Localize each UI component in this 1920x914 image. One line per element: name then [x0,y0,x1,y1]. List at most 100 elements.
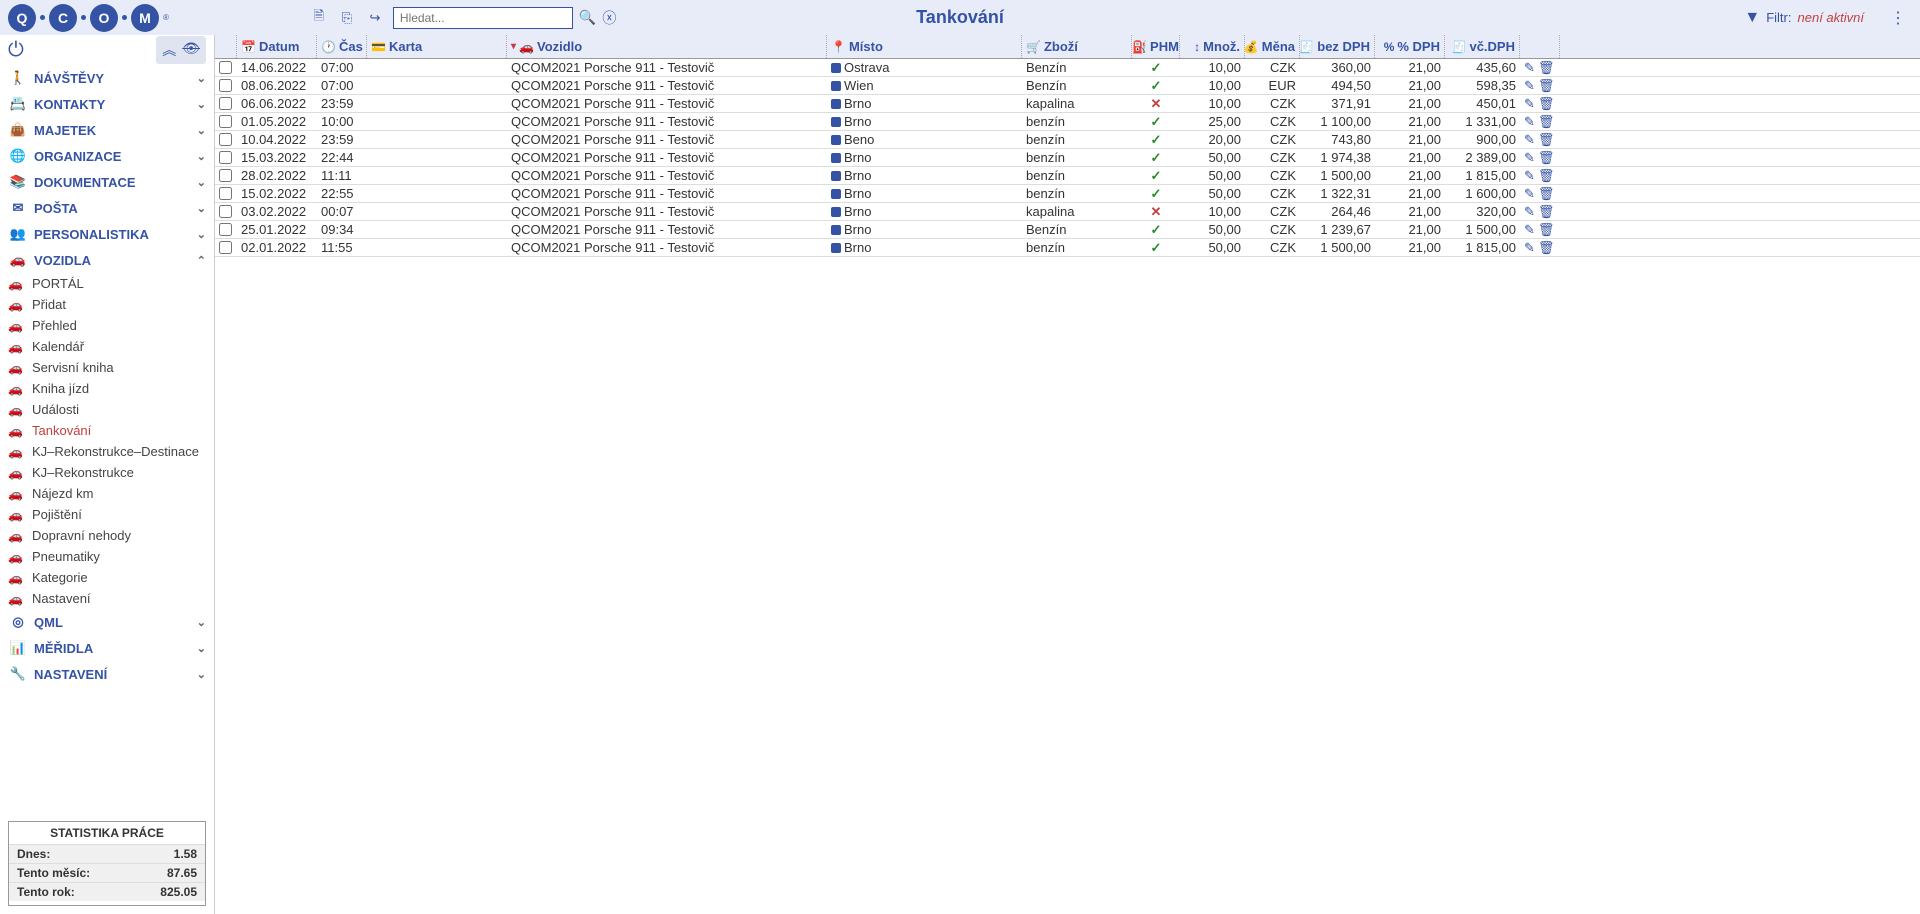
delete-icon[interactable]: 🗑 [1538,78,1555,94]
sidebar-item[interactable]: 🚗KJ–Rekonstrukce [0,462,214,483]
row-checkbox[interactable] [219,97,232,110]
clock-icon: 🕐 [321,40,336,54]
hide-icon[interactable]: 👁 [182,40,200,60]
section-label: PERSONALISTIKA [34,227,149,242]
table-row[interactable]: 06.06.2022 23:59 QCOM2021 Porsche 911 - … [215,95,1920,113]
new-doc-icon[interactable]: 🗎 [309,8,329,28]
row-checkbox[interactable] [219,205,232,218]
edit-icon[interactable]: ✎ [1524,96,1535,112]
sidebar-item[interactable]: 🚗PORTÁL [0,273,214,294]
row-checkbox[interactable] [219,133,232,146]
sidebar-section[interactable]: ✉POŠTA⌄ [0,195,214,221]
sidebar-item[interactable]: 🚗Dopravní nehody [0,525,214,546]
row-checkbox[interactable] [219,115,232,128]
cell-vatpct: 21,00 [1375,78,1445,93]
col-place[interactable]: 📍Místo [827,35,1022,58]
col-date[interactable]: 📅Datum [237,35,317,58]
edit-icon[interactable]: ✎ [1524,222,1535,238]
delete-icon[interactable]: 🗑 [1538,60,1555,76]
sidebar-item[interactable]: 🚗Nájezd km [0,483,214,504]
delete-icon[interactable]: 🗑 [1538,114,1555,130]
clear-search-icon[interactable]: ⓧ [602,8,616,28]
col-currency[interactable]: 💰Měna [1245,35,1300,58]
edit-icon[interactable]: ✎ [1524,204,1535,220]
sidebar-item[interactable]: 🚗Nastavení [0,588,214,609]
delete-icon[interactable]: 🗑 [1538,150,1555,166]
table-row[interactable]: 15.02.2022 22:55 QCOM2021 Porsche 911 - … [215,185,1920,203]
sidebar-item[interactable]: 🚗Přidat [0,294,214,315]
edit-icon[interactable]: ✎ [1524,168,1535,184]
table-row[interactable]: 02.01.2022 11:55 QCOM2021 Porsche 911 - … [215,239,1920,257]
search-input[interactable] [393,7,573,29]
sidebar-section[interactable]: 📊MĚŘIDLA⌄ [0,635,214,661]
table-row[interactable]: 14.06.2022 07:00 QCOM2021 Porsche 911 - … [215,59,1920,77]
sidebar-item[interactable]: 🚗Pojištění [0,504,214,525]
delete-icon[interactable]: 🗑 [1538,132,1555,148]
col-phm[interactable]: ⛽PHM [1132,35,1180,58]
table-row[interactable]: 15.03.2022 22:44 QCOM2021 Porsche 911 - … [215,149,1920,167]
cell-actions: ✎🗑 [1520,150,1560,166]
table-row[interactable]: 01.05.2022 10:00 QCOM2021 Porsche 911 - … [215,113,1920,131]
col-qty[interactable]: ↕Množ. [1180,35,1245,58]
sidebar-section[interactable]: 🚗VOZIDLA⌃ [0,247,214,273]
sidebar-section[interactable]: 🌐ORGANIZACE⌄ [0,143,214,169]
row-checkbox[interactable] [219,241,232,254]
edit-icon[interactable]: ✎ [1524,60,1535,76]
sidebar-item[interactable]: 🚗Přehled [0,315,214,336]
edit-icon[interactable]: ✎ [1524,186,1535,202]
row-checkbox[interactable] [219,187,232,200]
col-vatpct[interactable]: %% DPH [1375,35,1445,58]
edit-icon[interactable]: ✎ [1524,150,1535,166]
sidebar-item[interactable]: 🚗Kniha jízd [0,378,214,399]
sidebar-section[interactable]: 👜MAJETEK⌄ [0,117,214,143]
delete-icon[interactable]: 🗑 [1538,168,1555,184]
edit-icon[interactable]: ✎ [1524,114,1535,130]
sidebar-item[interactable]: 🚗Kategorie [0,567,214,588]
edit-icon[interactable]: ✎ [1524,78,1535,94]
row-checkbox[interactable] [219,61,232,74]
sidebar-item[interactable]: 🚗Kalendář [0,336,214,357]
edit-icon[interactable]: ✎ [1524,240,1535,256]
sidebar-item[interactable]: 🚗Události [0,399,214,420]
row-checkbox[interactable] [219,169,232,182]
menu-dots-icon[interactable]: ⋮ [1884,8,1912,28]
edit-icon[interactable]: ✎ [1524,132,1535,148]
delete-icon[interactable]: 🗑 [1538,96,1555,112]
sidebar-section[interactable]: 🔧NASTAVENÍ⌄ [0,661,214,687]
sidebar-section[interactable]: 📚DOKUMENTACE⌄ [0,169,214,195]
power-icon[interactable]: ⏻ [8,39,24,62]
table-row[interactable]: 08.06.2022 07:00 QCOM2021 Porsche 911 - … [215,77,1920,95]
col-goods[interactable]: 🛒Zboží [1022,35,1132,58]
row-checkbox[interactable] [219,79,232,92]
sidebar-section[interactable]: ◎QML⌄ [0,609,214,635]
sidebar-section[interactable]: 📇KONTAKTY⌄ [0,91,214,117]
delete-icon[interactable]: 🗑 [1538,222,1555,238]
sidebar-item[interactable]: 🚗Pneumatiky [0,546,214,567]
col-total[interactable]: 🧾vč.DPH [1445,35,1520,58]
import-icon[interactable]: ↪ [365,8,385,28]
sidebar-section[interactable]: 🚶NÁVŠTĚVY⌄ [0,65,214,91]
export-icon[interactable]: ⎘ [337,8,357,28]
sidebar-item[interactable]: 🚗Servisní kniha [0,357,214,378]
table-row[interactable]: 03.02.2022 00:07 QCOM2021 Porsche 911 - … [215,203,1920,221]
col-card[interactable]: 💳Karta [367,35,507,58]
table-row[interactable]: 25.01.2022 09:34 QCOM2021 Porsche 911 - … [215,221,1920,239]
col-time[interactable]: 🕐Čas [317,35,367,58]
row-checkbox[interactable] [219,223,232,236]
delete-icon[interactable]: 🗑 [1538,204,1555,220]
collapse-icon[interactable]: ︽ [162,40,176,60]
sidebar-section[interactable]: 👥PERSONALISTIKA⌄ [0,221,214,247]
filter-icon[interactable]: ▼ [1744,9,1760,27]
cell-total: 1 815,00 [1445,168,1520,183]
table-row[interactable]: 28.02.2022 11:11 QCOM2021 Porsche 911 - … [215,167,1920,185]
delete-icon[interactable]: 🗑 [1538,240,1555,256]
col-novat[interactable]: 🧾bez DPH [1300,35,1375,58]
sidebar-item[interactable]: 🚗KJ–Rekonstrukce–Destinace [0,441,214,462]
delete-icon[interactable]: 🗑 [1538,186,1555,202]
search-icon[interactable]: 🔍 [579,9,596,26]
col-vehicle[interactable]: ▾🚗Vozidlo [507,35,827,58]
sidebar-menu: 🚶NÁVŠTĚVY⌄📇KONTAKTY⌄👜MAJETEK⌄🌐ORGANIZACE… [0,65,214,813]
row-checkbox[interactable] [219,151,232,164]
sidebar-item[interactable]: 🚗Tankování [0,420,214,441]
table-row[interactable]: 10.04.2022 23:59 QCOM2021 Porsche 911 - … [215,131,1920,149]
